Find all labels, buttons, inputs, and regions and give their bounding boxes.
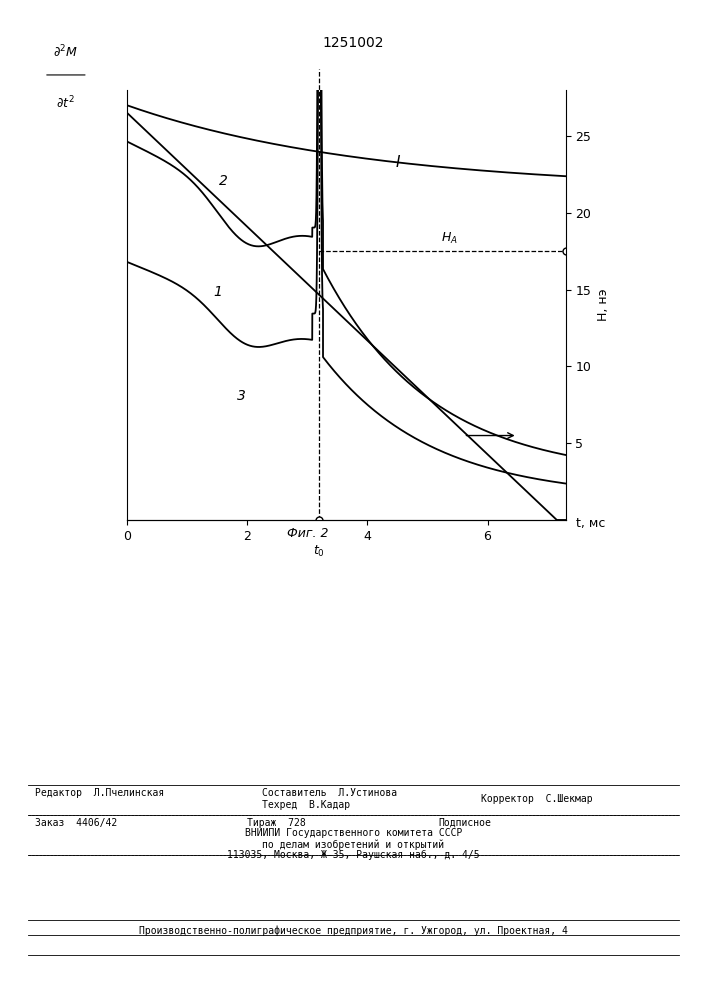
Text: $\partial t^2$: $\partial t^2$ (57, 94, 76, 111)
Text: $H_A$: $H_A$ (440, 231, 457, 246)
Text: $\partial^2 M$: $\partial^2 M$ (54, 43, 78, 60)
Text: I: I (395, 155, 399, 170)
Text: 113035, Москва, Ж-35, Раушская наб., д. 4/5: 113035, Москва, Ж-35, Раушская наб., д. … (227, 850, 480, 860)
Text: Тираж  728: Тираж 728 (247, 818, 306, 828)
Text: t, мс: t, мс (576, 516, 606, 530)
Text: Заказ  4406/42: Заказ 4406/42 (35, 818, 117, 828)
Text: ВНИИПИ Государственного комитета СССР: ВНИИПИ Государственного комитета СССР (245, 828, 462, 838)
Text: Составитель  Л.Устинова: Составитель Л.Устинова (262, 788, 397, 798)
Text: $t_0$: $t_0$ (313, 544, 325, 559)
Text: Корректор  С.Шекмар: Корректор С.Шекмар (481, 794, 592, 804)
Text: 2: 2 (219, 174, 228, 188)
Text: Техред  В.Кадар: Техред В.Кадар (262, 800, 350, 810)
Text: по делам изобретений и открытий: по делам изобретений и открытий (262, 839, 445, 850)
Text: 3: 3 (237, 389, 246, 403)
Text: Подписное: Подписное (438, 818, 491, 828)
Text: Редактор  Л.Пчелинская: Редактор Л.Пчелинская (35, 788, 165, 798)
Text: Фиг. 2: Фиг. 2 (287, 527, 328, 540)
Text: 1251002: 1251002 (323, 36, 384, 50)
Text: 1: 1 (213, 285, 222, 299)
Y-axis label: H, нэ: H, нэ (597, 289, 609, 321)
Text: Производственно-полиграфическое предприятие, г. Ужгород, ул. Проектная, 4: Производственно-полиграфическое предприя… (139, 925, 568, 936)
